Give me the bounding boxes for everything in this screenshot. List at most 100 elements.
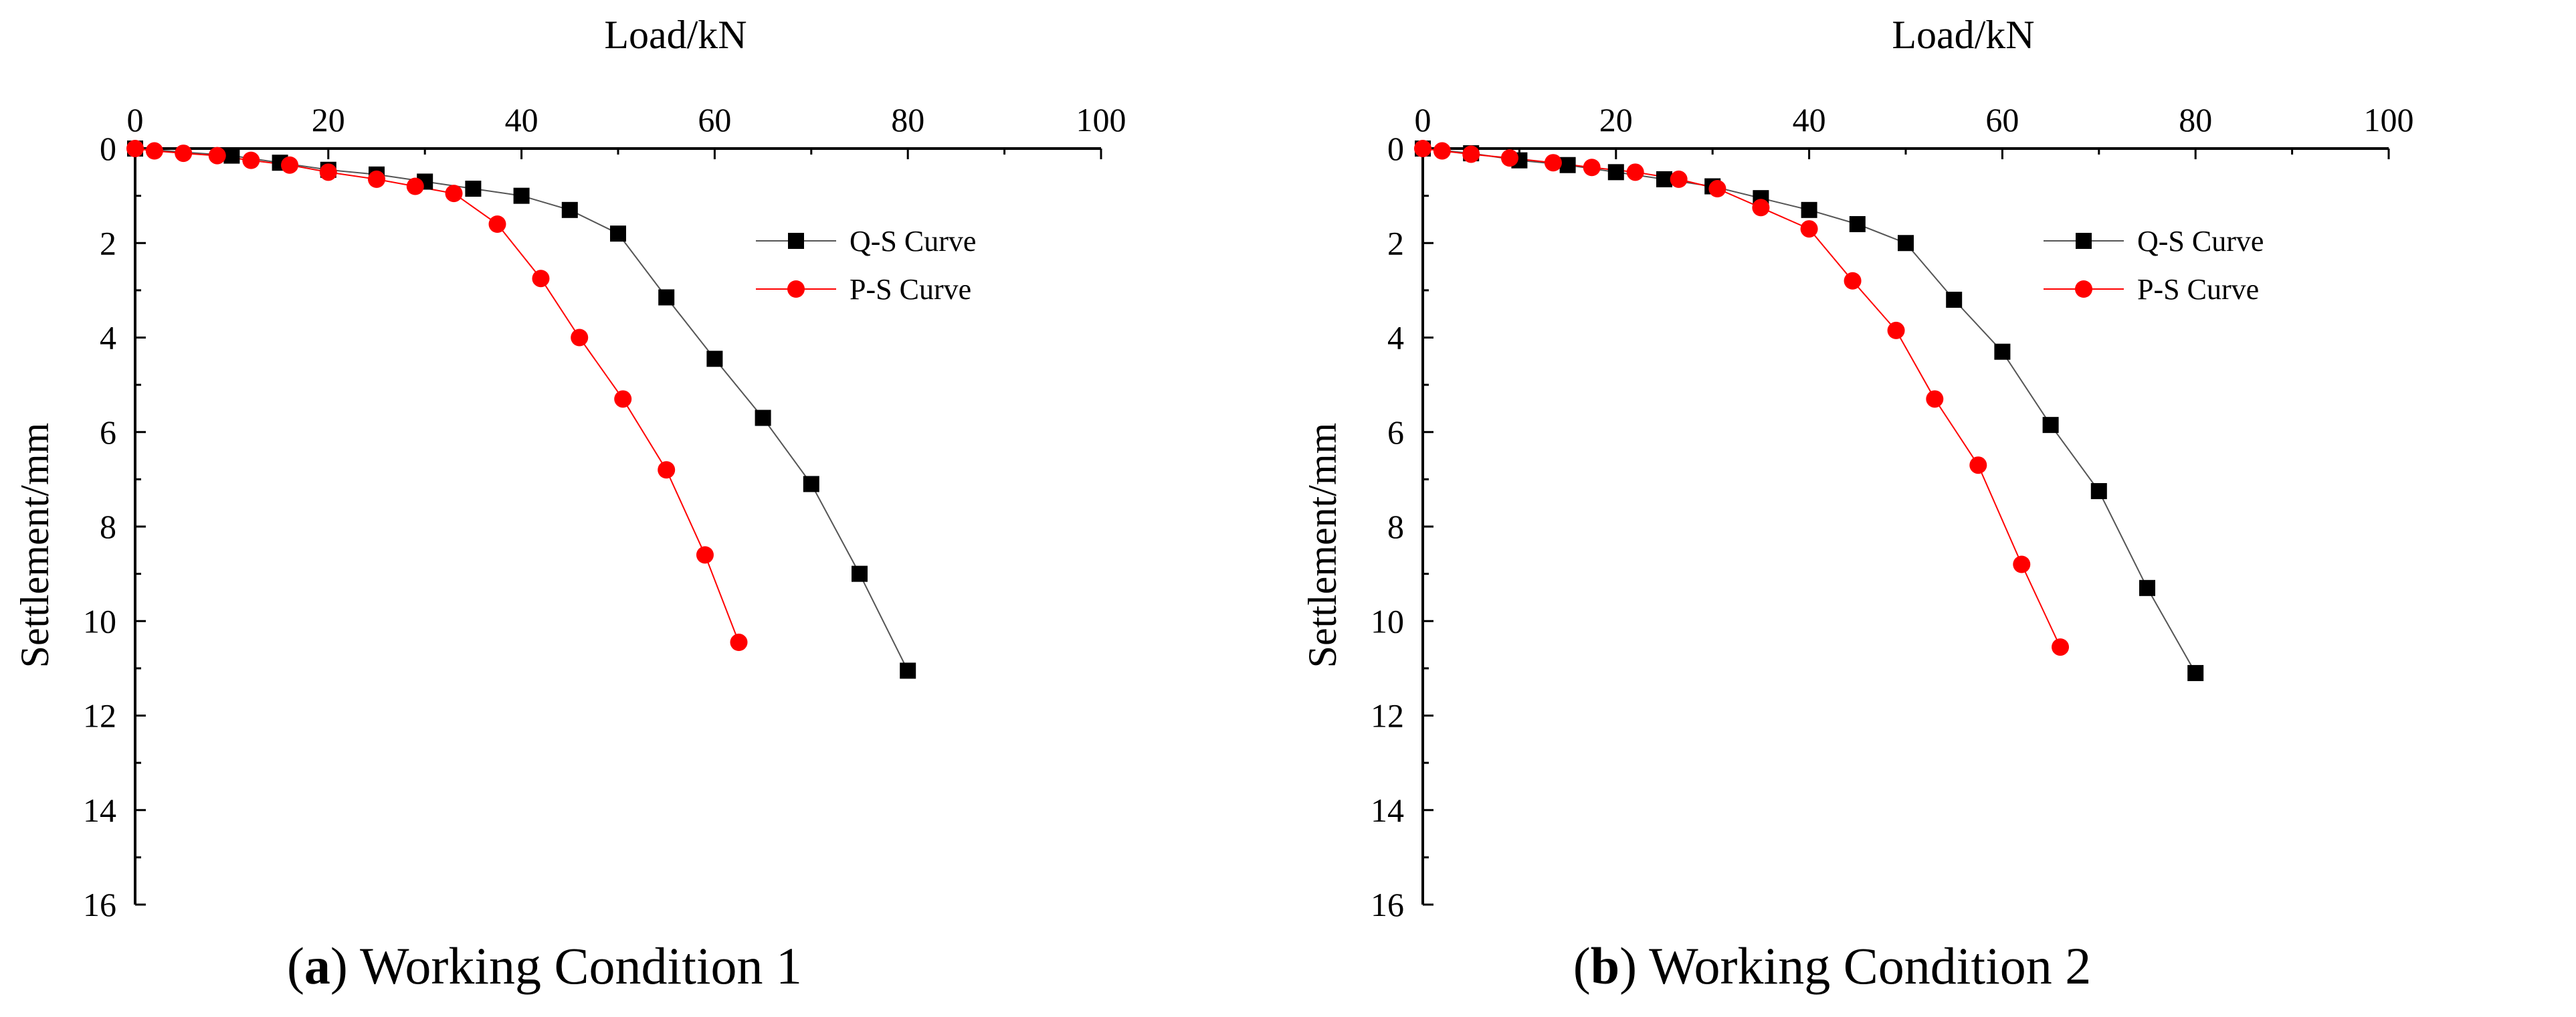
data-point-p-s <box>368 170 385 188</box>
legend-label: Q-S Curve <box>850 225 976 258</box>
data-point-q-s <box>513 187 530 204</box>
caption-text: Working Condition 1 <box>348 937 802 995</box>
y-tick-label: 14 <box>83 792 116 829</box>
x-tick-label: 0 <box>127 101 144 138</box>
data-point-q-s <box>900 662 916 679</box>
data-point-q-s <box>1801 201 1817 218</box>
data-point-q-s <box>2139 579 2155 596</box>
caption-text: Working Condition 2 <box>1637 937 2091 995</box>
data-point-q-s <box>1607 164 1624 181</box>
caption-close-paren: ) <box>1619 937 1637 995</box>
y-tick-label: 8 <box>100 508 116 545</box>
y-tick-label: 8 <box>1387 508 1404 545</box>
data-point-q-s <box>1559 157 1576 173</box>
legend-label: P-S Curve <box>850 273 971 306</box>
y-tick-label: 10 <box>83 602 116 640</box>
data-point-p-s <box>281 156 299 174</box>
caption-close-paren: ) <box>330 937 348 995</box>
data-point-q-s <box>2042 417 2059 434</box>
chart-working-condition-1: Load/kN Settlement/mm 0 20 40 60 80 100 0 2 4 6 8 1… <box>13 13 1126 995</box>
data-point-q-s <box>561 201 578 218</box>
data-point-q-s <box>2187 664 2204 681</box>
chart-caption: (b) Working Condition 2 <box>1573 937 2092 995</box>
data-point-p-s <box>2052 638 2070 656</box>
data-point-q-s <box>1656 171 1672 187</box>
data-point-q-s <box>1946 292 1963 308</box>
data-point-p-s <box>614 390 632 408</box>
data-point-q-s <box>610 225 626 242</box>
series-line-p-s <box>134 148 740 643</box>
chart-working-condition-2: Load/kN Settlement/mm 0 20 40 60 80 100 0 2 4 6 8 1… <box>1300 13 2414 995</box>
y-tick-label: 16 <box>1371 886 1404 923</box>
series-line-q-s <box>134 148 909 671</box>
caption-open-paren: ( <box>287 937 304 995</box>
y-tick-label: 10 <box>1371 602 1404 640</box>
y-tick-label: 14 <box>1371 792 1404 829</box>
data-point-q-s <box>1994 343 2011 360</box>
data-point-p-s <box>1414 140 1431 157</box>
data-point-p-s <box>319 163 337 181</box>
data-point-p-s <box>1544 154 1562 172</box>
legend-marker <box>2075 280 2092 298</box>
data-point-p-s <box>1887 321 1905 339</box>
data-point-p-s <box>1670 170 1688 188</box>
caption-letter: a <box>304 937 330 995</box>
y-tick-label: 6 <box>100 413 116 451</box>
y-tick-label: 2 <box>100 224 116 262</box>
x-tick-label: 40 <box>1793 101 1826 138</box>
data-point-q-s <box>852 565 868 582</box>
series-line-p-s <box>1422 148 2061 648</box>
x-axis-title: Load/kN <box>1892 13 2034 57</box>
data-point-q-s <box>706 351 723 367</box>
x-tick-label: 20 <box>312 101 345 138</box>
data-point-p-s <box>1752 199 1770 217</box>
y-tick-label: 6 <box>1387 413 1404 451</box>
data-point-p-s <box>242 151 260 169</box>
y-tick-label: 0 <box>100 130 116 167</box>
caption-open-paren: ( <box>1573 937 1591 995</box>
data-point-p-s <box>1844 272 1862 290</box>
y-axis-title: Settlement/mm <box>1300 423 1345 668</box>
data-point-p-s <box>488 215 506 233</box>
y-axis-title: Settlement/mm <box>13 423 57 668</box>
data-point-p-s <box>1500 149 1518 167</box>
data-point-q-s <box>465 181 482 197</box>
data-point-p-s <box>1708 180 1726 198</box>
data-point-q-s <box>223 147 240 164</box>
y-tick-label: 16 <box>83 886 116 923</box>
x-tick-label: 20 <box>1599 101 1633 138</box>
data-point-p-s <box>1969 456 1987 474</box>
data-point-p-s <box>445 185 463 203</box>
data-point-q-s <box>1898 235 1914 252</box>
legend-label: Q-S Curve <box>2137 225 2264 258</box>
data-point-p-s <box>208 147 226 165</box>
data-point-p-s <box>1433 142 1451 160</box>
data-point-p-s <box>126 140 144 157</box>
data-point-p-s <box>1800 220 1818 238</box>
data-point-p-s <box>571 329 589 347</box>
data-point-p-s <box>1583 159 1601 177</box>
data-point-p-s <box>2013 555 2031 573</box>
x-tick-label: 100 <box>1076 101 1126 138</box>
x-tick-label: 60 <box>1985 101 2019 138</box>
data-point-p-s <box>696 546 714 564</box>
legend-marker <box>787 280 805 298</box>
y-tick-label: 2 <box>1387 224 1404 262</box>
legend-label: P-S Curve <box>2137 273 2259 306</box>
data-point-p-s <box>145 142 163 160</box>
legend-marker <box>788 233 804 249</box>
data-point-p-s <box>532 270 550 288</box>
y-tick-label: 0 <box>1387 130 1404 167</box>
data-point-p-s <box>1926 390 1944 408</box>
chart-caption: (a) Working Condition 1 <box>287 937 802 995</box>
x-tick-label: 80 <box>891 101 924 138</box>
data-point-q-s <box>658 289 675 306</box>
y-tick-label: 12 <box>1371 697 1404 735</box>
data-point-p-s <box>1462 145 1480 163</box>
data-point-p-s <box>730 634 748 652</box>
x-tick-label: 100 <box>2364 101 2414 138</box>
data-point-p-s <box>406 177 424 195</box>
x-tick-label: 0 <box>1415 101 1431 138</box>
data-point-p-s <box>1626 163 1644 181</box>
data-point-q-s <box>2090 483 2107 500</box>
